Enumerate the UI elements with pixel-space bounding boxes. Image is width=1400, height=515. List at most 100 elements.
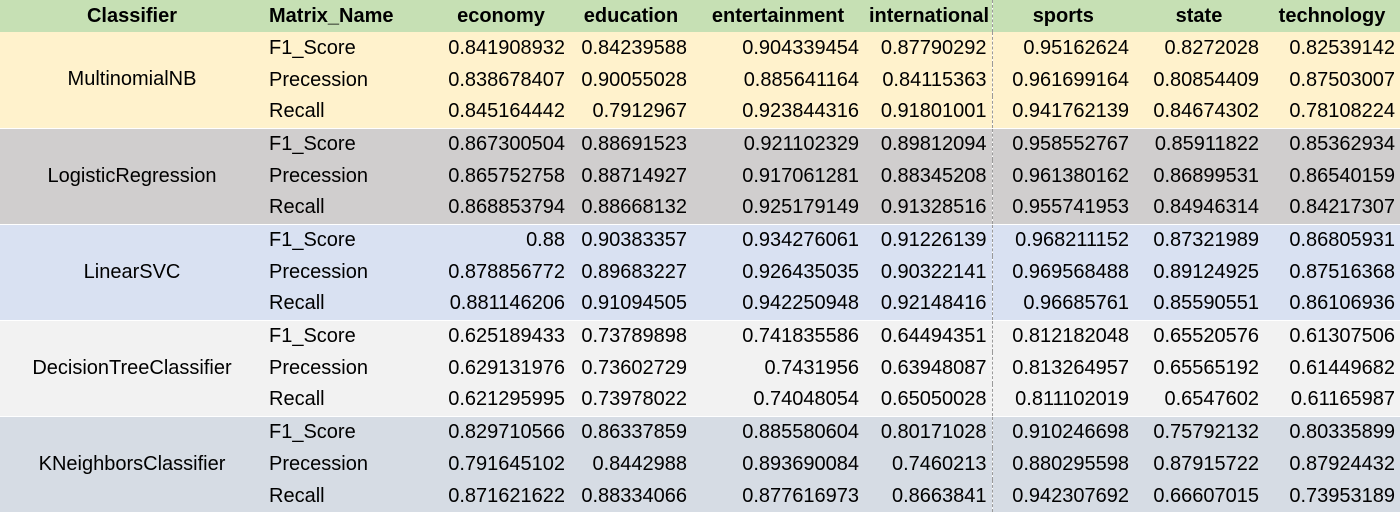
value-cell[interactable]: 0.95162624: [992, 32, 1134, 64]
value-cell[interactable]: 0.91226139: [864, 223, 993, 256]
value-cell[interactable]: 0.812182048: [992, 319, 1134, 352]
value-cell[interactable]: 0.91328516: [864, 192, 993, 224]
value-cell[interactable]: 0.838678407: [432, 64, 570, 96]
value-cell[interactable]: 0.61307506: [1264, 319, 1400, 352]
value-cell[interactable]: 0.92148416: [864, 288, 993, 320]
value-cell[interactable]: 0.934276061: [692, 223, 864, 256]
value-cell[interactable]: 0.65520576: [1134, 319, 1264, 352]
value-cell[interactable]: 0.87516368: [1264, 256, 1400, 288]
value-cell[interactable]: 0.845164442: [432, 96, 570, 128]
value-cell[interactable]: 0.73602729: [570, 352, 692, 384]
value-cell[interactable]: 0.7431956: [692, 352, 864, 384]
value-cell[interactable]: 0.75792132: [1134, 415, 1264, 448]
value-cell[interactable]: 0.61165987: [1264, 384, 1400, 416]
value-cell[interactable]: 0.87321989: [1134, 223, 1264, 256]
metric-cell[interactable]: F1_Score: [264, 415, 432, 448]
value-cell[interactable]: 0.881146206: [432, 288, 570, 320]
value-cell[interactable]: 0.8663841: [864, 480, 993, 512]
header-sports[interactable]: sports: [1032, 4, 1094, 27]
value-cell[interactable]: 0.85911822: [1134, 127, 1264, 160]
value-cell[interactable]: 0.84239588: [570, 32, 692, 64]
header-classifier[interactable]: Classifier: [86, 4, 178, 27]
value-cell[interactable]: 0.880295598: [992, 448, 1134, 480]
metric-cell[interactable]: F1_Score: [264, 223, 432, 256]
header-international[interactable]: international: [864, 0, 993, 32]
value-cell[interactable]: 0.82539142: [1264, 32, 1400, 64]
metric-cell[interactable]: Recall: [264, 288, 432, 320]
value-cell[interactable]: 0.910246698: [992, 415, 1134, 448]
value-cell[interactable]: 0.904339454: [692, 32, 864, 64]
value-cell[interactable]: 0.86337859: [570, 415, 692, 448]
value-cell[interactable]: 0.87503007: [1264, 64, 1400, 96]
metric-cell[interactable]: Recall: [264, 96, 432, 128]
value-cell[interactable]: 0.73789898: [570, 319, 692, 352]
value-cell[interactable]: 0.625189433: [432, 319, 570, 352]
value-cell[interactable]: 0.961380162: [992, 160, 1134, 192]
value-cell[interactable]: 0.811102019: [992, 384, 1134, 416]
value-cell[interactable]: 0.925179149: [692, 192, 864, 224]
value-cell[interactable]: 0.91094505: [570, 288, 692, 320]
classifier-cell[interactable]: DecisionTreeClassifier: [0, 319, 264, 416]
value-cell[interactable]: 0.89124925: [1134, 256, 1264, 288]
value-cell[interactable]: 0.87924432: [1264, 448, 1400, 480]
value-cell[interactable]: 0.917061281: [692, 160, 864, 192]
value-cell[interactable]: 0.871621622: [432, 480, 570, 512]
value-cell[interactable]: 0.867300504: [432, 127, 570, 160]
value-cell[interactable]: 0.8272028: [1134, 32, 1264, 64]
value-cell[interactable]: 0.85362934: [1264, 127, 1400, 160]
value-cell[interactable]: 0.893690084: [692, 448, 864, 480]
value-cell[interactable]: 0.885641164: [692, 64, 864, 96]
classifier-cell[interactable]: MultinomialNB: [0, 32, 264, 128]
value-cell[interactable]: 0.865752758: [432, 160, 570, 192]
value-cell[interactable]: 0.87790292: [864, 32, 993, 64]
value-cell[interactable]: 0.88: [432, 223, 570, 256]
metric-cell[interactable]: Precession: [264, 352, 432, 384]
value-cell[interactable]: 0.73953189: [1264, 480, 1400, 512]
value-cell[interactable]: 0.621295995: [432, 384, 570, 416]
value-cell[interactable]: 0.741835586: [692, 319, 864, 352]
value-cell[interactable]: 0.88334066: [570, 480, 692, 512]
value-cell[interactable]: 0.841908932: [432, 32, 570, 64]
value-cell[interactable]: 0.96685761: [992, 288, 1134, 320]
value-cell[interactable]: 0.942250948: [692, 288, 864, 320]
value-cell[interactable]: 0.73978022: [570, 384, 692, 416]
header-state[interactable]: state: [1175, 4, 1223, 27]
value-cell[interactable]: 0.88345208: [864, 160, 993, 192]
metric-cell[interactable]: Recall: [264, 384, 432, 416]
value-cell[interactable]: 0.86899531: [1134, 160, 1264, 192]
classifier-cell[interactable]: KNeighborsClassifier: [0, 415, 264, 512]
value-cell[interactable]: 0.85590551: [1134, 288, 1264, 320]
value-cell[interactable]: 0.65565192: [1134, 352, 1264, 384]
metric-cell[interactable]: F1_Score: [264, 319, 432, 352]
value-cell[interactable]: 0.84115363: [864, 64, 993, 96]
value-cell[interactable]: 0.84217307: [1264, 192, 1400, 224]
value-cell[interactable]: 0.961699164: [992, 64, 1134, 96]
metric-cell[interactable]: Precession: [264, 160, 432, 192]
value-cell[interactable]: 0.90383357: [570, 223, 692, 256]
value-cell[interactable]: 0.66607015: [1134, 480, 1264, 512]
value-cell[interactable]: 0.629131976: [432, 352, 570, 384]
value-cell[interactable]: 0.88691523: [570, 127, 692, 160]
value-cell[interactable]: 0.84674302: [1134, 96, 1264, 128]
value-cell[interactable]: 0.90055028: [570, 64, 692, 96]
value-cell[interactable]: 0.958552767: [992, 127, 1134, 160]
value-cell[interactable]: 0.868853794: [432, 192, 570, 224]
metric-cell[interactable]: F1_Score: [264, 32, 432, 64]
value-cell[interactable]: 0.923844316: [692, 96, 864, 128]
header-entertainment[interactable]: entertainment: [711, 4, 845, 27]
value-cell[interactable]: 0.941762139: [992, 96, 1134, 128]
value-cell[interactable]: 0.7912967: [570, 96, 692, 128]
value-cell[interactable]: 0.926435035: [692, 256, 864, 288]
header-economy[interactable]: economy: [457, 4, 545, 27]
value-cell[interactable]: 0.86805931: [1264, 223, 1400, 256]
value-cell[interactable]: 0.80335899: [1264, 415, 1400, 448]
value-cell[interactable]: 0.8442988: [570, 448, 692, 480]
header-technology[interactable]: technology: [1278, 4, 1386, 27]
value-cell[interactable]: 0.65050028: [864, 384, 993, 416]
value-cell[interactable]: 0.885580604: [692, 415, 864, 448]
value-cell[interactable]: 0.89683227: [570, 256, 692, 288]
value-cell[interactable]: 0.878856772: [432, 256, 570, 288]
header-education[interactable]: education: [583, 4, 679, 27]
header-matrix-name[interactable]: Matrix_Name: [269, 4, 394, 27]
value-cell[interactable]: 0.921102329: [692, 127, 864, 160]
